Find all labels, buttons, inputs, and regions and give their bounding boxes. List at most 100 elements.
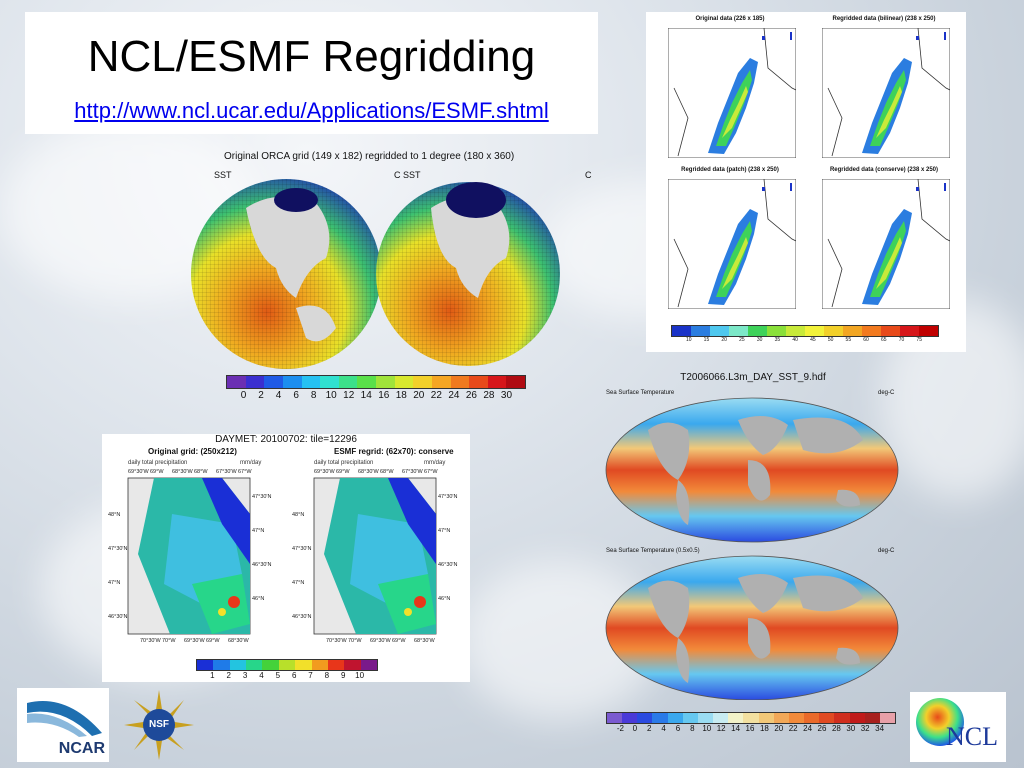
colorbar-swatch [697,713,714,723]
axis-tick-label: 68°W [380,469,394,475]
colorbar-tick-label: 30 [846,724,856,733]
axis-tick-label: 67°W [424,469,438,475]
sst-colorbar [606,712,896,724]
colorbar-tick-label: 12 [343,390,355,401]
colorbar-tick-label: 20 [721,337,727,343]
colorbar-swatch [301,376,321,388]
axis-tick-label: 48°N [292,512,305,518]
colorbar-tick-label: 4 [661,724,666,733]
axis-tick-label: 68°30'W [414,638,435,644]
colorbar-tick-label: 40 [792,337,798,343]
colorbar-tick-label: 55 [845,337,852,343]
sst-colorbar-labels: -2 0 2 4 6 8 10 12 14 16 18 20 22 24 26 28 30 32 34 [606,724,894,736]
colorbar-swatch [469,376,488,388]
colorbar-tick-label: 30 [756,337,763,343]
colorbar-tick-label: 10 [685,337,692,343]
colorbar-swatch [788,713,805,723]
colorbar-tick-label: 0 [240,390,247,401]
colorbar-swatch [245,376,265,388]
orca-title: Original ORCA grid (149 x 182) regridded… [224,151,515,162]
colorbar-swatch [637,713,653,723]
colorbar-tick-label: 3 [242,671,248,680]
daymet-unit-label: mm/day [240,460,262,466]
esmf-url-link[interactable]: http://www.ncl.ucar.edu/Applications/ESM… [74,98,549,123]
land-mask [246,196,330,298]
regrid-panel-map [668,28,796,158]
colorbar-tick-label: 24 [803,724,813,733]
colorbar-swatch [804,713,820,723]
colorbar-tick-label: 20 [774,724,784,733]
daymet-right-title: ESMF regrid: (62x70): conserve [334,447,454,456]
daymet-title: DAYMET: 20100702: tile=12296 [215,434,357,445]
colorbar-swatch [282,376,302,388]
sst-maps [605,397,899,700]
colorbar-tick-label: 28 [831,724,841,733]
axis-tick-label: 47°30'N [292,546,312,552]
colorbar-tick-label: 26 [817,724,827,733]
colorbar-swatch [264,376,283,388]
sst-figure: T2006066.L3m_DAY_SST_9.hdf Sea Surface T… [598,370,908,740]
axis-tick-label: 68°30'W [228,638,249,644]
colorbar-swatch [450,376,470,388]
regrid-panel-title: Original data (226 x 185) [695,16,765,22]
colorbar-tick-label: 18 [759,724,769,733]
colorbar-tick-label: 32 [860,724,870,733]
daymet-var-label-right: daily total precipitation [314,460,374,466]
colorbar-swatch [246,660,263,670]
colorbar-swatch [311,660,328,670]
ncar-logo: NCAR [17,688,109,762]
regrid-4panel: Original data (226 x 185) Regridded data … [646,12,966,352]
colorbar-swatch [805,326,824,336]
colorbar-swatch [344,660,361,670]
colorbar-tick-label: 20 [413,390,425,401]
axis-tick-label: 47°N [438,528,451,534]
daymet-figure: DAYMET: 20100702: tile=12296 Original gr… [102,434,470,682]
colorbar-swatch [729,326,748,336]
colorbar-swatch [672,326,691,336]
colorbar-swatch [919,326,938,336]
axis-tick-label: 69°30'W [128,469,149,475]
daymet-colorbar [196,659,378,671]
colorbar-tick-label: 22 [430,390,442,401]
colorbar-tick-label: 1 [210,671,215,680]
colorbar-swatch [682,713,698,723]
colorbar-tick-label: 15 [703,337,710,343]
colorbar-tick-label: 34 [875,724,885,733]
regrid-panel-title: Regridded data (bilinear) (238 x 250) [832,16,936,22]
colorbar-tick-label: 12 [716,724,726,733]
orca-colorbar [226,375,526,389]
colorbar-tick-label: 35 [774,337,781,343]
regrid-colorbar [671,325,939,337]
axis-tick-label: 67°30'W [216,469,237,475]
regrid-panel-title: Regridded data (patch) (238 x 250) [681,167,779,173]
axis-tick-label: 68°30'W [172,469,193,475]
colorbar-swatch [278,660,296,670]
axis-tick-label: 69°30'W [184,638,205,644]
colorbar-tick-label: 75 [916,337,923,343]
colorbar-swatch [881,326,900,336]
colorbar-swatch [295,660,312,670]
colorbar-tick-label: 45 [810,337,816,343]
sst-map2-unit: deg-C [878,548,895,554]
colorbar-tick-label: 8 [310,390,317,401]
axis-tick-label: 46°30'N [438,562,458,568]
axis-tick-label: 47°N [292,580,305,586]
axis-tick-label: 46°N [438,596,451,602]
colorbar-swatch [622,713,638,723]
colorbar-swatch [758,713,774,723]
regrid-panel-map [668,179,796,309]
axis-tick-label: 46°30'N [252,562,272,568]
colorbar-swatch [506,376,525,388]
colorbar-swatch [607,713,623,723]
sst-map1-unit: deg-C [878,390,895,396]
colorbar-tick-label: 60 [863,337,869,343]
colorbar-tick-label: 7 [308,671,313,680]
colorbar-swatch [713,713,729,723]
orca-colorbar-labels: 0 2 4 6 8 10 12 14 16 18 20 22 24 26 28 30 [226,390,524,402]
colorbar-tick-label: 6 [293,390,299,401]
orca-left-label: SST [214,170,232,180]
colorbar-swatch [728,713,744,723]
colorbar-swatch [862,326,881,336]
colorbar-tick-label: 25 [739,337,745,343]
colorbar-swatch [843,326,862,336]
